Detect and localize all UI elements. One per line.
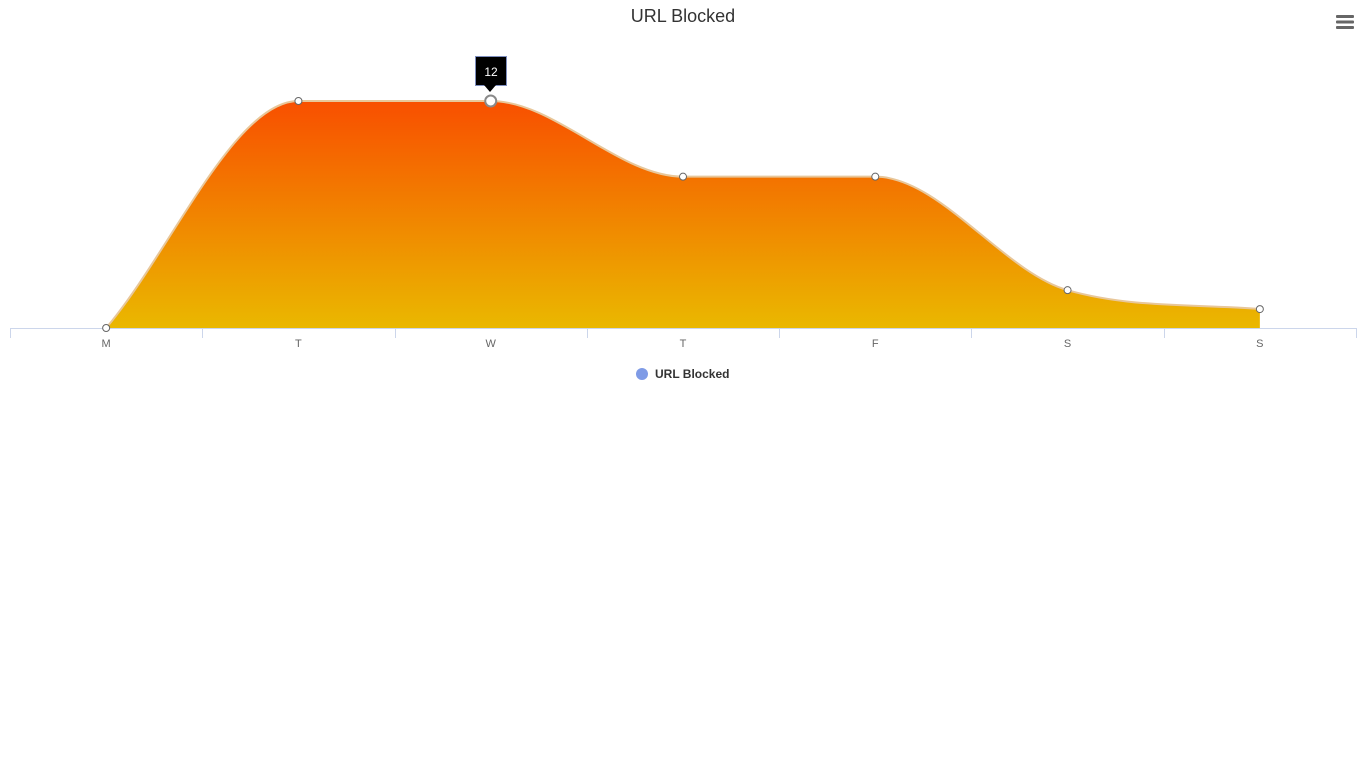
hamburger-menu-icon [1336, 15, 1354, 29]
x-tick-label: S [1064, 338, 1071, 350]
chart-context-menu-button[interactable] [1333, 11, 1357, 33]
x-tick-label: T [295, 338, 302, 350]
tooltip-arrow [484, 85, 496, 92]
data-point-marker[interactable] [294, 97, 303, 105]
series-markers [102, 94, 1264, 332]
data-point-marker[interactable] [102, 324, 111, 332]
chart-title: URL Blocked [630, 6, 736, 26]
legend-item-url-blocked[interactable]: URL Blocked [630, 365, 729, 383]
x-tick-label: T [680, 338, 687, 350]
data-point-marker[interactable] [679, 172, 687, 181]
data-point-marker-hovered[interactable] [484, 94, 498, 108]
x-tick-label: F [872, 338, 879, 350]
series-area-url-blocked[interactable] [106, 101, 1260, 328]
data-point-marker[interactable] [1255, 305, 1264, 314]
x-tick-label: M [102, 338, 111, 350]
x-tick-label: W [486, 338, 497, 350]
series-area-layer [105, 99, 1260, 329]
data-point-marker[interactable] [1063, 286, 1072, 295]
x-tick-label: S [1256, 338, 1263, 350]
series-line-url-blocked [105, 99, 1260, 329]
legend-symbol [636, 368, 648, 380]
legend-label: URL Blocked [655, 367, 730, 381]
tooltip: 12 [475, 56, 507, 86]
data-point-marker[interactable] [871, 172, 880, 181]
